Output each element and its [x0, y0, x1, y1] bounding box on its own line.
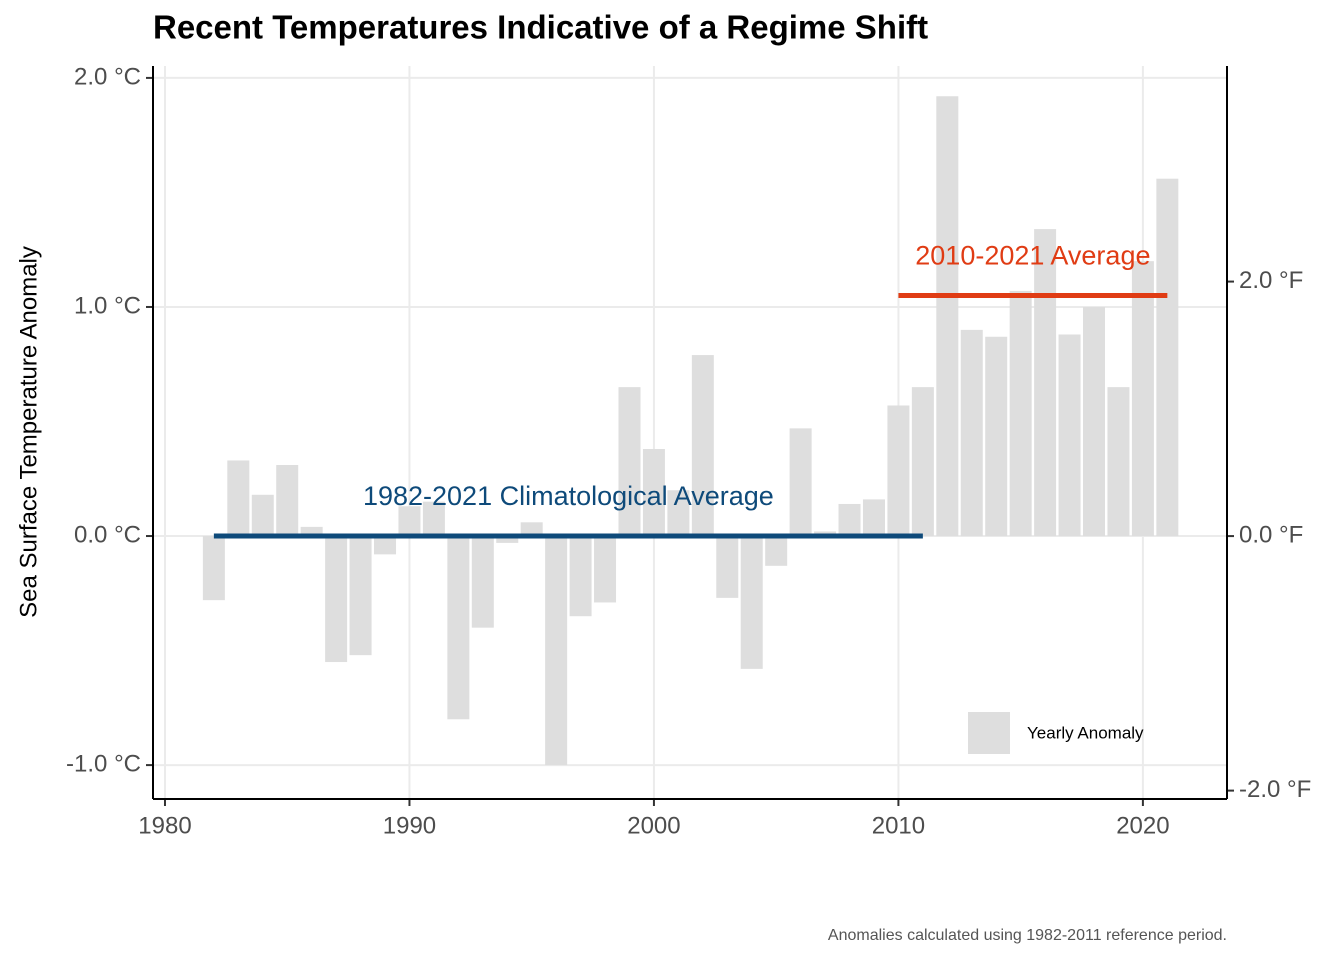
- y-tick-label: 0.0 °C: [74, 521, 141, 548]
- x-tick-label: 2010: [872, 812, 925, 839]
- bar: [618, 387, 641, 537]
- y-tick-label: -1.0 °C: [66, 750, 141, 777]
- bar: [545, 536, 568, 766]
- reference-label: 1982-2021 Climatological Average: [363, 481, 774, 511]
- bar: [716, 536, 739, 598]
- bar: [471, 536, 494, 628]
- bar: [251, 494, 274, 537]
- y-tick-label: 1.0 °C: [74, 292, 141, 319]
- bar: [1107, 387, 1130, 537]
- bar: [325, 536, 348, 663]
- bar: [398, 506, 421, 537]
- bar: [300, 526, 323, 537]
- y-axis-title: Sea Surface Temperature Anomaly: [15, 246, 42, 618]
- x-tick-label: 1990: [383, 812, 436, 839]
- legend-swatch: [968, 712, 1010, 754]
- bar: [862, 499, 885, 537]
- caption: Anomalies calculated using 1982-2011 ref…: [828, 927, 1227, 944]
- bar: [349, 536, 372, 656]
- bar: [667, 490, 690, 537]
- bar: [1009, 290, 1032, 537]
- reference-label: 2010-2021 Average: [915, 241, 1150, 271]
- bar: [887, 405, 910, 537]
- bar: [765, 536, 788, 566]
- x-tick-label: 2020: [1116, 812, 1169, 839]
- bar: [374, 536, 397, 555]
- bar: [1083, 306, 1106, 537]
- bar: [520, 522, 543, 537]
- y-tick-label: 2.0 °C: [74, 63, 141, 90]
- bar: [985, 336, 1008, 537]
- bar: [911, 387, 934, 537]
- y2-tick-label: -2.0 °F: [1239, 776, 1311, 803]
- bar: [276, 465, 299, 537]
- bar: [960, 329, 983, 537]
- bar: [202, 536, 225, 601]
- y2-tick-label: 2.0 °F: [1239, 267, 1303, 294]
- bar: [447, 536, 470, 720]
- bar: [227, 460, 250, 537]
- bar: [642, 448, 665, 537]
- bar: [740, 536, 763, 669]
- bar: [569, 536, 592, 617]
- bar: [789, 428, 812, 537]
- x-tick-label: 2000: [627, 812, 680, 839]
- chart-title: Recent Temperatures Indicative of a Regi…: [153, 9, 928, 46]
- bar: [936, 96, 959, 537]
- y2-tick-label: 0.0 °F: [1239, 521, 1303, 548]
- bar: [1058, 334, 1081, 537]
- bar: [838, 503, 861, 537]
- bar: [594, 536, 617, 603]
- bar: [496, 536, 519, 543]
- x-tick-label: 1980: [138, 812, 191, 839]
- bar: [691, 355, 714, 537]
- bar: [1156, 178, 1179, 537]
- bar: [1034, 229, 1057, 537]
- bar: [422, 501, 445, 537]
- bar: [1131, 261, 1154, 537]
- legend-label: Yearly Anomaly: [1027, 723, 1144, 742]
